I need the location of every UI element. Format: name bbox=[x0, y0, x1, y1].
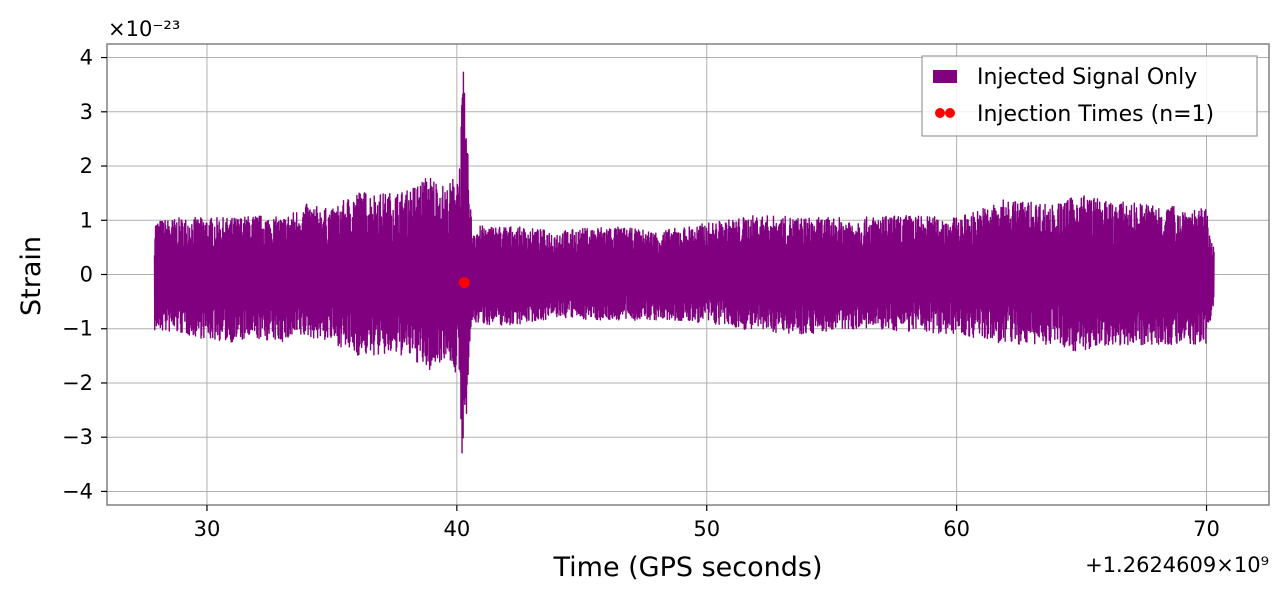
legend-label-injection: Injection Times (n=1) bbox=[977, 102, 1214, 127]
injection-markers bbox=[458, 277, 470, 289]
y-tick-label: 0 bbox=[80, 263, 93, 287]
y-tick-label: −2 bbox=[62, 371, 93, 395]
legend: Injected Signal Only Injection Times (n=… bbox=[921, 55, 1258, 137]
y-tick-label: 2 bbox=[80, 154, 93, 178]
x-tick-label: 30 bbox=[194, 517, 221, 541]
y-tick-label: −4 bbox=[62, 479, 93, 503]
y-tick-label: 4 bbox=[80, 46, 93, 70]
axis-ticks: 30 40 50 60 70 −4 −3 −2 −1 0 1 2 3 4 bbox=[62, 46, 1220, 541]
x-offset-text: +1.2624609×10⁹ bbox=[1085, 553, 1269, 577]
x-tick-label: 70 bbox=[1193, 517, 1220, 541]
plot-area bbox=[153, 71, 1215, 454]
y-axis-label: Strain bbox=[16, 236, 47, 316]
legend-swatch-signal bbox=[933, 70, 957, 83]
y-scale-text: ×10⁻²³ bbox=[108, 17, 180, 41]
injection-point bbox=[458, 277, 470, 289]
x-tick-label: 40 bbox=[443, 517, 470, 541]
y-tick-label: −3 bbox=[62, 425, 93, 449]
injected-signal-line bbox=[153, 71, 1215, 454]
legend-marker-injection bbox=[945, 108, 955, 118]
x-tick-label: 50 bbox=[693, 517, 720, 541]
legend-label-signal: Injected Signal Only bbox=[977, 65, 1197, 90]
x-axis-label: Time (GPS seconds) bbox=[552, 552, 822, 583]
legend-box bbox=[921, 55, 1258, 137]
y-tick-label: −1 bbox=[62, 317, 93, 341]
x-tick-label: 60 bbox=[943, 517, 970, 541]
legend-marker-injection bbox=[935, 108, 945, 118]
y-tick-label: 3 bbox=[80, 100, 93, 124]
y-tick-label: 1 bbox=[80, 208, 93, 232]
